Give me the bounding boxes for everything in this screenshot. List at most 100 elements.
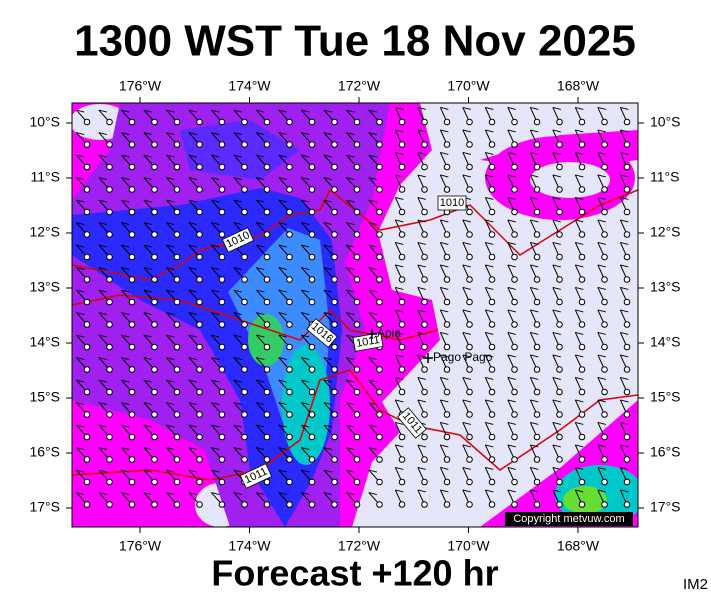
barb-flag [166,357,175,361]
barb-station [511,456,518,463]
barb-flag [507,151,516,155]
barb-station [398,163,406,171]
barb-station [241,186,248,193]
barb-station [353,478,361,486]
barb-flag [76,154,85,158]
lat-tick-label: 16°S [29,444,60,460]
barb-flag [166,222,175,226]
barb-flag [620,309,629,313]
barb-station [556,456,563,463]
barb-flag [485,106,494,110]
barb-station [286,501,293,508]
barb-flag [76,177,85,181]
barb-station [218,231,226,238]
barb-flag [256,289,265,293]
lon-tick-label: 168°W [557,538,600,554]
barb-flag [417,376,426,380]
lon-tick-label: 170°W [447,538,490,554]
barb-station [151,163,158,171]
barb-station [578,208,586,216]
barb-station [173,433,181,441]
barb-station [601,456,608,463]
barb-station [286,186,293,193]
barb-flag [278,424,287,428]
barb-flag [552,309,561,313]
barb-station [601,208,608,216]
barb-flag [507,219,516,223]
barb-station [556,433,563,441]
barb-flag [440,264,449,268]
barb-station [466,298,473,306]
barb-station [376,456,383,463]
title: 1300 WST Tue 18 Nov 2025 [74,17,636,66]
barb-flag [368,109,377,113]
barb-flag [575,376,584,380]
barb-station [421,478,428,486]
barb-flag [188,244,197,248]
barb-station [466,321,473,328]
barb-flag [98,199,107,203]
barb-flag [211,222,220,226]
barb-flag [211,267,220,271]
precip-extreme [563,486,607,514]
barb-flag [346,267,355,271]
barb-station [511,276,518,283]
barb-station [488,433,496,441]
barb-station [533,298,541,306]
barb-flag [166,469,175,473]
barb-station [376,276,383,283]
barb-flag [256,177,265,181]
barb-station [578,456,586,463]
barb-station [218,186,226,193]
barb-station [196,298,203,306]
barb-station [196,456,203,463]
lat-tick-label: 10°S [650,114,681,130]
barb-flag [188,312,197,316]
barb-station [353,141,361,148]
barb-station [533,118,541,126]
barb-station [218,456,226,463]
lat-tick-label: 11°S [31,169,60,185]
barb-flag [485,129,494,133]
barb-station [443,298,451,306]
barb-flag [440,286,449,290]
barb-flag [530,151,539,155]
barb-station [353,501,361,508]
barb-flag [256,132,265,136]
barb-station [241,253,248,261]
barb-station [83,298,91,306]
barb-station [128,343,136,351]
barb-flag [462,421,471,425]
barb-station [421,231,428,238]
barb-flag [530,444,539,448]
barb-flag [462,331,471,335]
barb-flag [76,469,85,473]
barb-station [511,388,518,396]
barb-station [196,388,203,396]
barb-station [263,433,271,441]
barb-flag [166,379,175,383]
barb-flag [278,447,287,451]
barb-flag [76,334,85,338]
barb-station [173,276,181,283]
barb-station [578,411,586,418]
barb-flag [597,489,606,493]
barb-station [398,186,406,193]
barb-station [511,321,518,328]
barb-station [106,411,113,418]
barb-station [466,163,473,171]
barb-station [286,343,293,351]
barb-flag [530,129,539,133]
isobar-label-box [239,463,273,489]
barb-station [443,163,451,171]
barb-station [128,186,136,193]
barb-flag [233,109,242,113]
isobar-label-box [397,407,427,439]
barb-station [353,433,361,441]
barb-station [128,276,136,283]
barb-station [533,208,541,216]
barb-flag [620,241,629,245]
barb-flag [143,492,152,496]
barb-flag [530,466,539,470]
barb-flag [323,312,332,316]
